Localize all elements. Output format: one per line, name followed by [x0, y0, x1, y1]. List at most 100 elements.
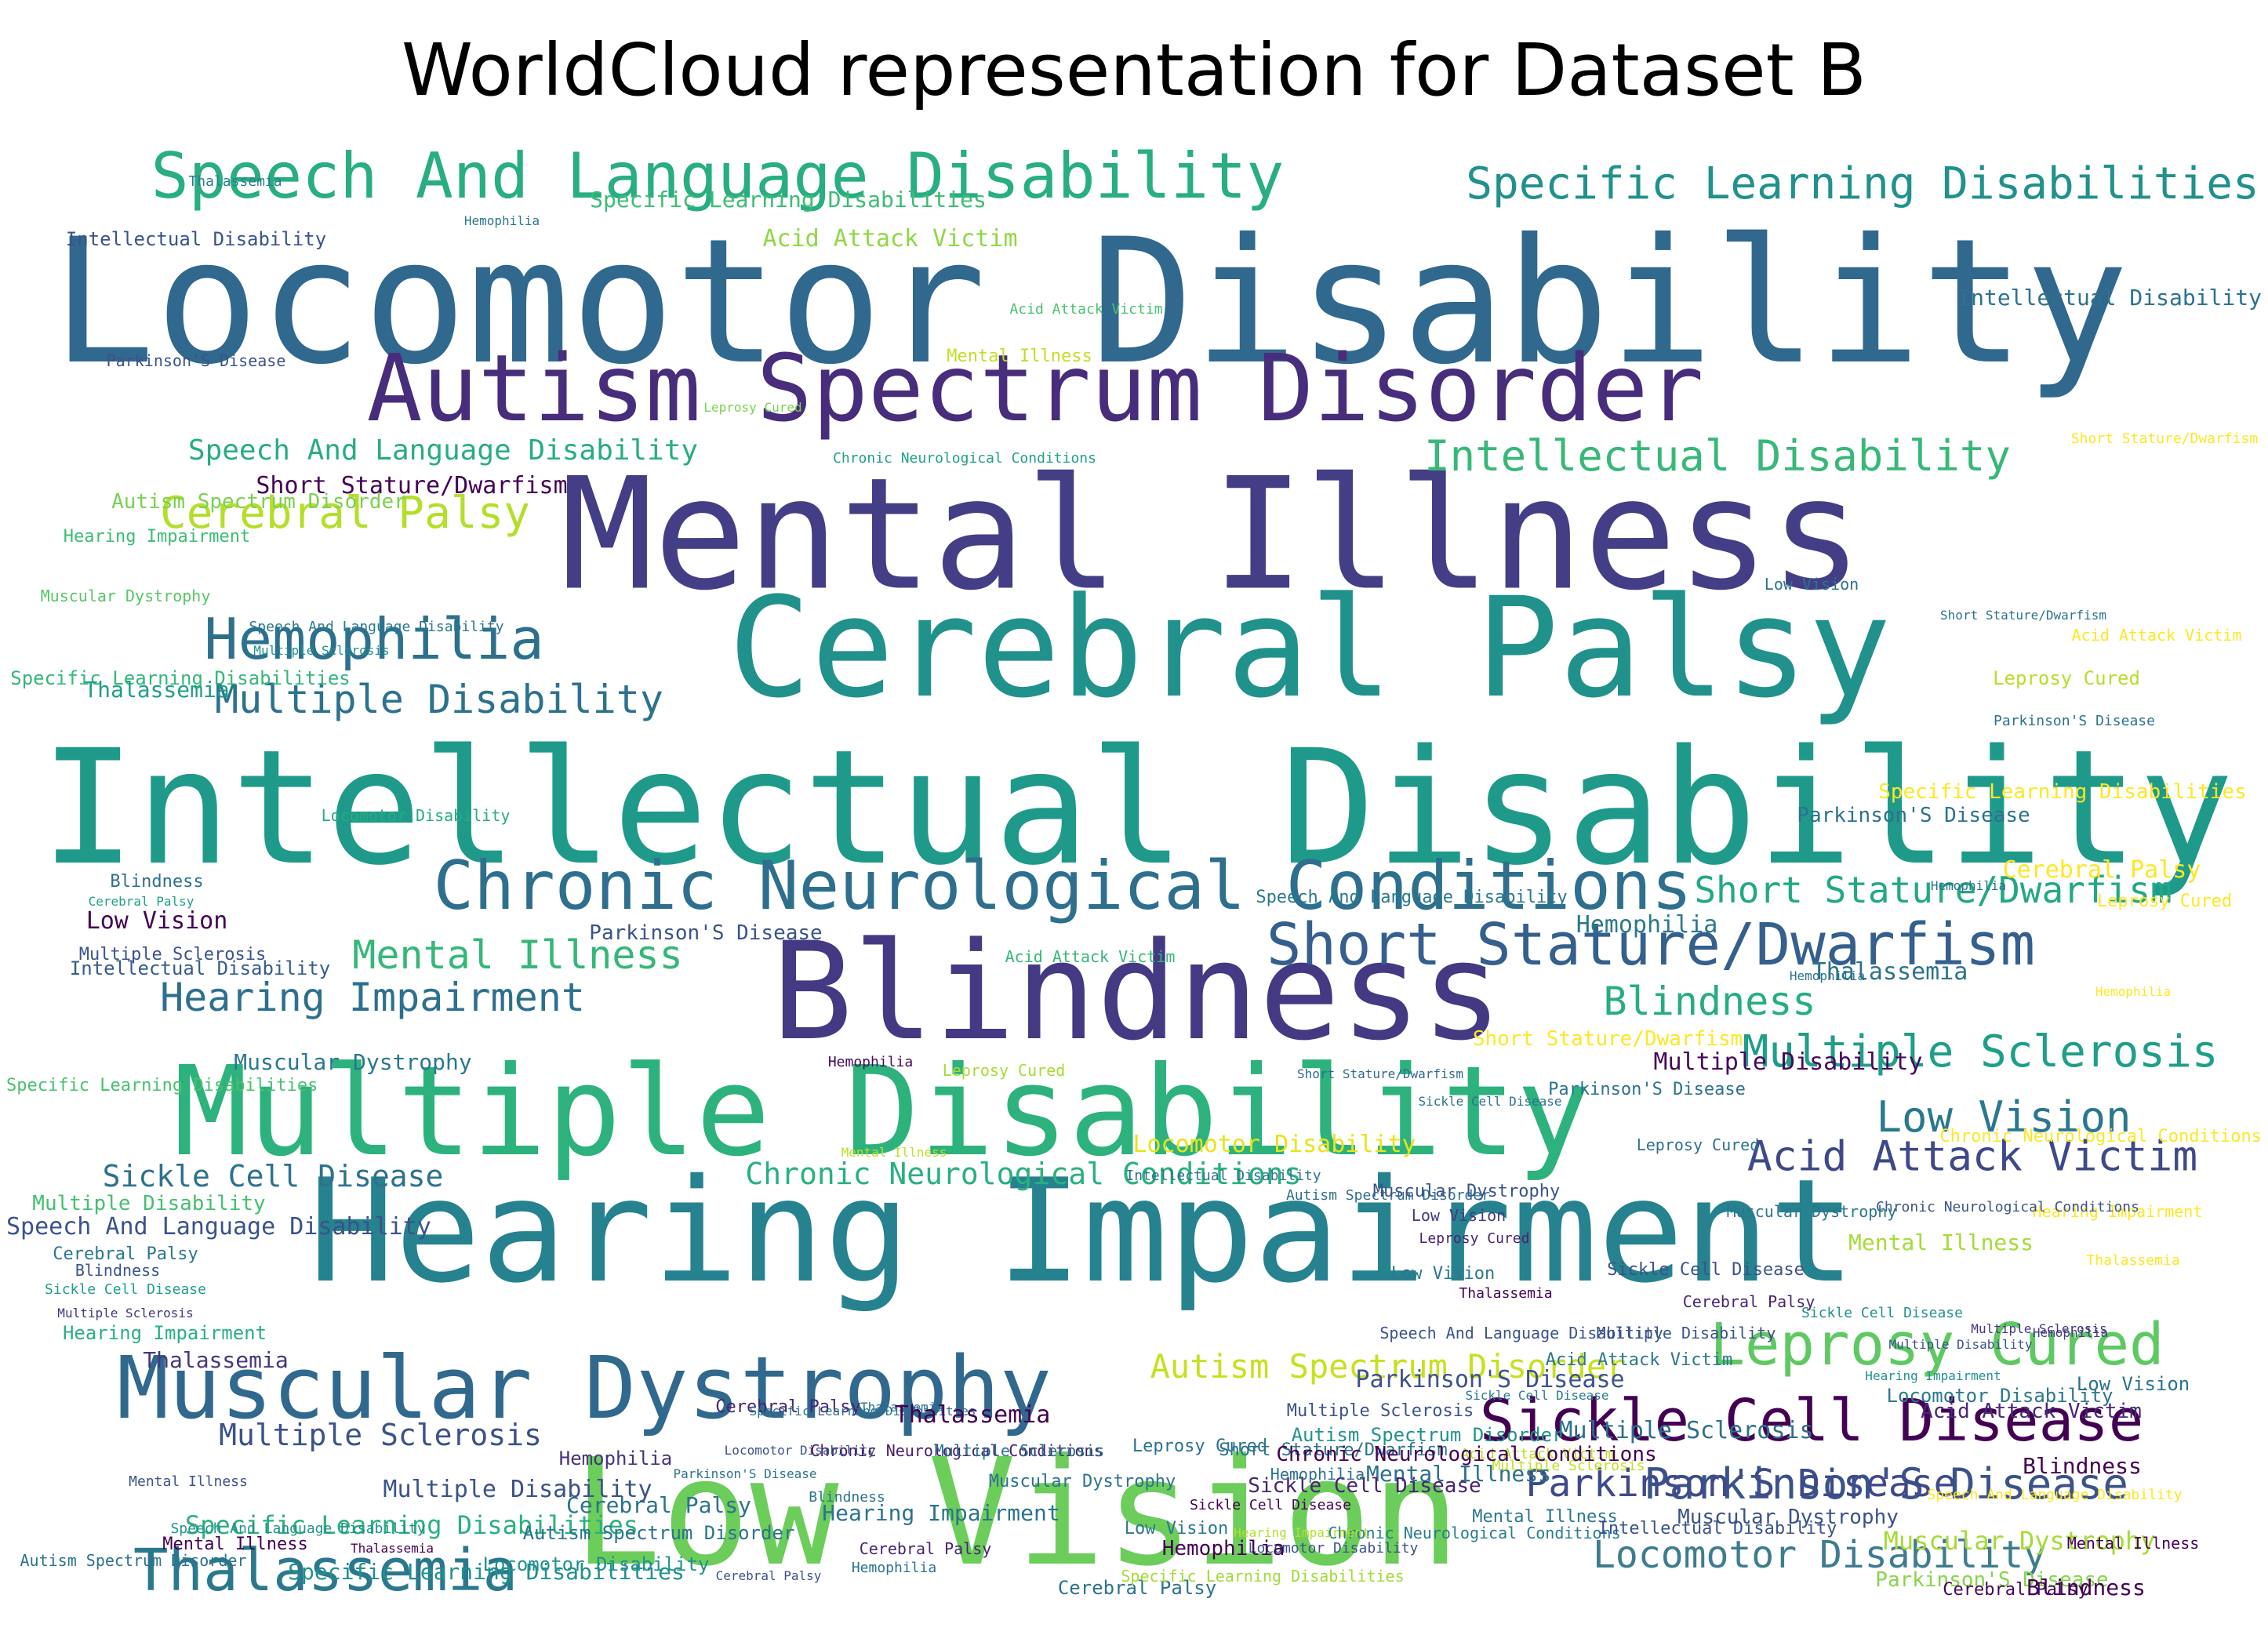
word-low-vision: Low Vision: [85, 907, 228, 935]
word-thalassemia: Thalassemia: [860, 1400, 943, 1415]
word-short-stature-dwarfism: Short Stature/Dwarfism: [2070, 430, 2259, 447]
word-mental-illness: Mental Illness: [1472, 1507, 1618, 1527]
word-intellectual-disability: Intellectual Disability: [1597, 1519, 1837, 1538]
word-locomotor-disability: Locomotor Disability: [1248, 1540, 1419, 1557]
word-hemophilia: Hemophilia: [1576, 911, 1718, 939]
word-hemophilia: Hemophilia: [851, 1560, 937, 1576]
word-sickle-cell-disease: Sickle Cell Disease: [1465, 1388, 1609, 1403]
word-parkinson-s-disease: Parkinson'S Disease: [589, 921, 823, 945]
word-low-vision: Low Vision: [1411, 1206, 1507, 1225]
word-parkinson-s-disease: Parkinson'S Disease: [1355, 1366, 1625, 1393]
word-leprosy-cured: Leprosy Cured: [1993, 667, 2140, 689]
word-hemophilia: Hemophilia: [2095, 984, 2172, 999]
word-thalassemia: Thalassemia: [188, 173, 282, 190]
word-sickle-cell-disease: Sickle Cell Disease: [102, 1159, 444, 1193]
word-sickle-cell-disease: Sickle Cell Disease: [45, 1281, 206, 1298]
word-multiple-disability: Multiple Disability: [32, 1192, 266, 1215]
word-autism-spectrum-disorder: Autism Spectrum Disorder: [522, 1522, 795, 1544]
word-short-stature-dwarfism: Short Stature/Dwarfism: [1694, 869, 2172, 911]
word-speech-and-language-disability: Speech And Language Disability: [1379, 1324, 1663, 1342]
word-short-stature-dwarfism: Short Stature/Dwarfism: [1219, 1440, 1448, 1460]
word-mental-illness: Mental Illness: [1848, 1230, 2034, 1255]
word-leprosy-cured: Leprosy Cured: [942, 1061, 1066, 1080]
word-specific-learning-disabilities: Specific Learning Disabilities: [590, 187, 987, 213]
word-parkinson-s-disease: Parkinson'S Disease: [673, 1466, 817, 1481]
word-autism-spectrum-disorder: Autism Spectrum Disorder: [111, 490, 406, 514]
word-parkinson-s-disease: Parkinson'S Disease: [1644, 1459, 2128, 1509]
word-low-vision: Low Vision: [1124, 1519, 1229, 1538]
word-thalassemia: Thalassemia: [133, 1537, 518, 1604]
word-locomotor-disability: Locomotor Disability: [51, 202, 2129, 402]
word-chronic-neurological-conditions: Chronic Neurological Conditions: [1328, 1524, 1621, 1542]
word-mental-illness: Mental Illness: [129, 1473, 248, 1490]
word-sickle-cell-disease: Sickle Cell Disease: [1479, 1387, 2144, 1455]
word-muscular-dystrophy: Muscular Dystrophy: [40, 587, 211, 605]
word-multiple-sclerosis: Multiple Sclerosis: [1286, 1401, 1474, 1421]
word-multiple-disability: Multiple Disability: [173, 1040, 1591, 1184]
word-blindness: Blindness: [772, 913, 1503, 1070]
word-speech-and-language-disability: Speech And Language Disability: [1927, 1487, 2183, 1503]
word-chronic-neurological-conditions: Chronic Neurological Conditions: [1276, 1443, 1657, 1466]
word-low-vision: Low Vision: [2076, 1373, 2190, 1395]
word-speech-and-language-disability: Speech And Language Disability: [170, 1520, 426, 1537]
word-parkinson-s-disease: Parkinson'S Disease: [1994, 713, 2155, 729]
word-hearing-impairment: Hearing Impairment: [63, 527, 251, 547]
word-sickle-cell-disease: Sickle Cell Disease: [1418, 1094, 1562, 1109]
word-multiple-disability: Multiple Disability: [1888, 1337, 2033, 1352]
word-acid-attack-victim: Acid Attack Victim: [1746, 1132, 2198, 1181]
word-hearing-impairment: Hearing Impairment: [2032, 1202, 2203, 1221]
word-chronic-neurological-conditions: Chronic Neurological Conditions: [1939, 1127, 2262, 1146]
word-muscular-dystrophy: Muscular Dystrophy: [1372, 1182, 1561, 1201]
word-thalassemia: Thalassemia: [1459, 1285, 1553, 1302]
word-chronic-neurological-conditions: Chronic Neurological Conditions: [1876, 1199, 2139, 1215]
word-locomotor-disability: Locomotor Disability: [1593, 1533, 2046, 1577]
word-leprosy-cured: Leprosy Cured: [2096, 892, 2233, 911]
word-speech-and-language-disability: Speech And Language Disability: [151, 140, 1285, 213]
word-acid-attack-victim: Acid Attack Victim: [762, 225, 1018, 252]
word-locomotor-disability: Locomotor Disability: [321, 806, 511, 825]
word-acid-attack-victim: Acid Attack Victim: [1921, 1400, 2142, 1423]
word-multiple-sclerosis: Multiple Sclerosis: [1558, 1417, 1814, 1444]
word-short-stature-dwarfism: Short Stature/Dwarfism: [1940, 608, 2106, 623]
word-hearing-impairment: Hearing Impairment: [1865, 1368, 2001, 1383]
word-locomotor-disability: Locomotor Disability: [1886, 1385, 2114, 1407]
word-leprosy-cured: Leprosy Cured: [703, 400, 802, 415]
word-intellectual-disability: Intellectual Disability: [69, 957, 331, 979]
word-parkinson-s-disease: Parkinson'S Disease: [1797, 804, 2030, 827]
word-intellectual-disability: Intellectual Disability: [1424, 431, 2011, 481]
word-mental-illness: Mental Illness: [1365, 1461, 1552, 1487]
word-chronic-neurological-conditions: Chronic Neurological Conditions: [833, 450, 1096, 467]
word-multiple-disability: Multiple Disability: [1596, 1324, 1776, 1342]
word-chronic-neurological-conditions: Chronic Neurological Conditions: [745, 1157, 1302, 1191]
word-multiple-disability: Multiple Disability: [383, 1476, 652, 1503]
word-specific-learning-disabilities: Specific Learning Disabilities: [288, 1559, 685, 1585]
word-hemophilia: Hemophilia: [463, 213, 540, 228]
word-intellectual-disability: Intellectual Disability: [1957, 285, 2262, 311]
word-acid-attack-victim: Acid Attack Victim: [1005, 947, 1176, 966]
word-multiple-disability: Multiple Disability: [215, 677, 663, 722]
word-cerebral-palsy: Cerebral Palsy: [88, 894, 194, 909]
word-speech-and-language-disability: Speech And Language Disability: [5, 1213, 431, 1241]
word-thalassemia: Thalassemia: [143, 1347, 289, 1373]
word-cerebral-palsy: Cerebral Palsy: [728, 568, 1892, 728]
word-cerebral-palsy: Cerebral Palsy: [1943, 1580, 2088, 1600]
word-autism-spectrum-disorder: Autism Spectrum Disorder: [1150, 1347, 1626, 1386]
word-multiple-sclerosis: Multiple Sclerosis: [219, 1418, 542, 1452]
word-speech-and-language-disability: Speech And Language Disability: [1256, 888, 1568, 907]
word-low-vision: Low Vision: [1390, 1264, 1496, 1284]
word-hearing-impairment: Hearing Impairment: [1234, 1525, 1370, 1540]
word-blindness: Blindness: [2023, 1453, 2142, 1479]
word-specific-learning-disabilities: Specific Learning Disabilities: [1466, 158, 2259, 209]
word-parkinson-s-disease: Parkinson'S Disease: [1525, 1462, 1957, 1506]
word-multiple-sclerosis: Multiple Sclerosis: [57, 1306, 194, 1321]
word-blindness: Blindness: [809, 1489, 885, 1506]
word-mental-illness: Mental Illness: [841, 1145, 947, 1160]
word-leprosy-cured: Leprosy Cured: [1419, 1230, 1530, 1247]
word-short-stature-dwarfism: Short Stature/Dwarfism: [1266, 911, 2036, 979]
word-short-stature-dwarfism: Short Stature/Dwarfism: [256, 472, 568, 500]
word-multiple-sclerosis: Multiple Sclerosis: [78, 945, 267, 964]
word-blindness: Blindness: [2026, 1575, 2146, 1600]
word-sickle-cell-disease: Sickle Cell Disease: [1607, 1260, 1805, 1280]
word-hemophilia: Hemophilia: [204, 606, 544, 672]
word-multiple-sclerosis: Multiple Sclerosis: [1742, 1026, 2219, 1077]
